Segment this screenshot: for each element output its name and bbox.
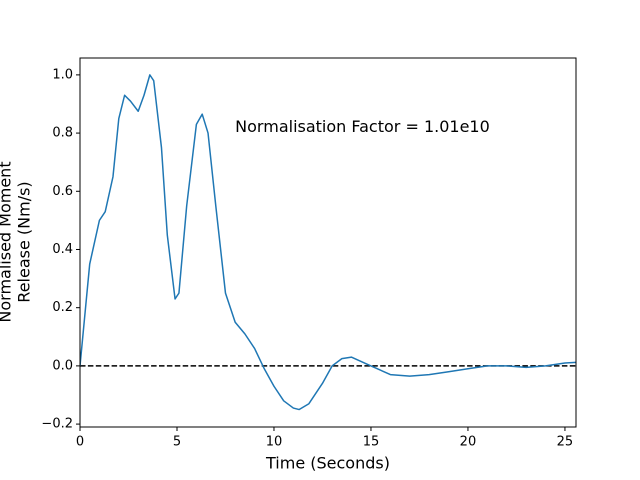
y-tick-label: −0.2 [41, 417, 73, 432]
y-tick-label: 0.2 [52, 300, 73, 315]
x-tick-label: 10 [266, 435, 283, 450]
y-tick-label: 0.8 [52, 126, 73, 141]
annotation: Normalisation Factor = 1.01e10 [235, 117, 490, 136]
x-tick-label: 5 [173, 435, 181, 450]
plot-frame [79, 57, 577, 428]
data-line [80, 74, 576, 411]
y-tick-label: 0.0 [52, 358, 73, 373]
x-axis-label: Time (Seconds) [265, 454, 390, 473]
y-axis-label: Release (Nm/s) [15, 181, 34, 302]
x-tick-label: 15 [363, 435, 380, 450]
x-tick-label: 25 [557, 435, 574, 450]
y-axis-label: Normalised Moment [0, 161, 15, 322]
x-tick-label: 0 [76, 435, 84, 450]
y-tick-label: 1.0 [52, 67, 73, 82]
x-tick-label: 20 [460, 435, 477, 450]
y-tick-label: 0.6 [52, 184, 73, 199]
y-tick-label: 0.4 [52, 242, 73, 257]
